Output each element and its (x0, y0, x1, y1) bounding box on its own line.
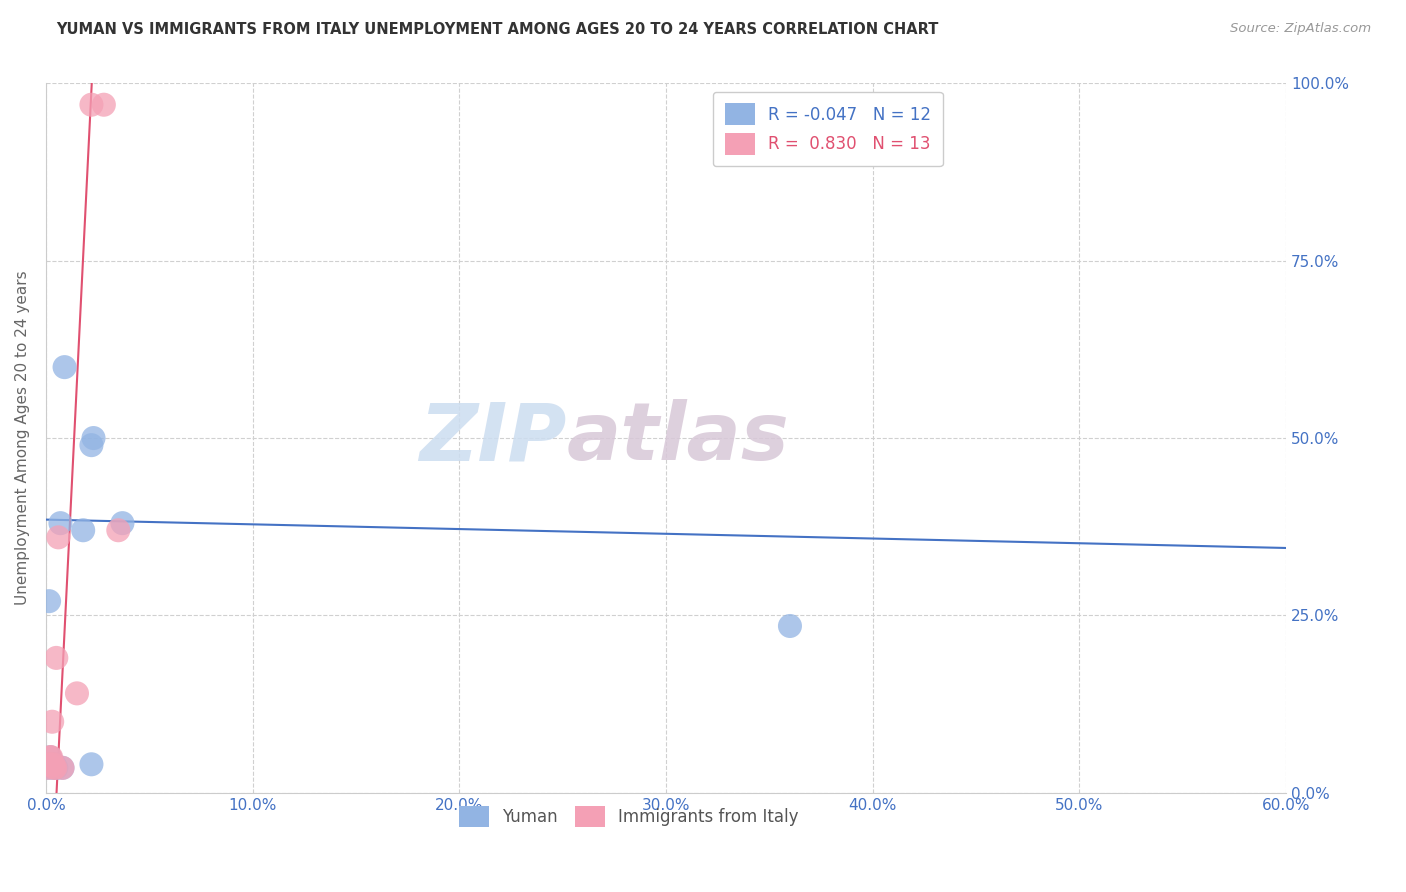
Point (93, 97, 115, 112)
Point (779, 619, 801, 633)
Point (51, 761, 73, 775)
Text: ZIP: ZIP (419, 399, 567, 477)
Text: Source: ZipAtlas.com: Source: ZipAtlas.com (1230, 22, 1371, 36)
Point (42, 761, 65, 775)
Point (45, 761, 67, 775)
Point (66, 686, 89, 700)
Point (38, 594, 60, 608)
Point (39, 750, 62, 764)
Point (44, 761, 66, 775)
Point (107, 523, 129, 537)
Point (111, 516, 134, 530)
Point (38, 757, 60, 772)
Text: YUMAN VS IMMIGRANTS FROM ITALY UNEMPLOYMENT AMONG AGES 20 TO 24 YEARS CORRELATIO: YUMAN VS IMMIGRANTS FROM ITALY UNEMPLOYM… (56, 22, 939, 37)
Point (83, 431, 105, 445)
Point (42, 757, 65, 772)
Point (44, 761, 66, 775)
Point (53, 360, 76, 375)
Point (45, 651, 67, 665)
Point (41, 714, 63, 729)
Point (80, 757, 103, 772)
Point (39, 750, 62, 764)
Point (37, 761, 59, 775)
Point (38, 757, 60, 772)
Legend: Yuman, Immigrants from Italy: Yuman, Immigrants from Italy (453, 799, 806, 834)
Text: atlas: atlas (567, 399, 790, 477)
Point (39, 750, 62, 764)
Point (41, 757, 63, 772)
Point (49, 516, 72, 530)
Point (48, 530, 70, 544)
Point (44, 757, 66, 772)
Point (72, 523, 94, 537)
Point (51, 761, 73, 775)
Point (37, 761, 59, 775)
Point (80, 97, 103, 112)
Y-axis label: Unemployment Among Ages 20 to 24 years: Unemployment Among Ages 20 to 24 years (15, 271, 30, 606)
Point (80, 438, 103, 452)
